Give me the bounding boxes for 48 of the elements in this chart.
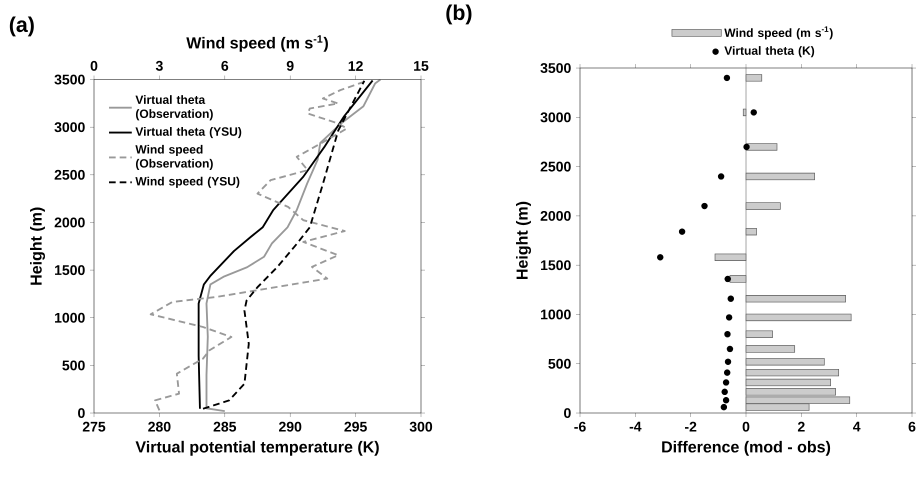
x-tick-label: 280 — [148, 422, 171, 432]
x-tick-label: -2 — [684, 422, 696, 432]
x-tick-label: -6 — [574, 422, 586, 432]
x-axis-title: Virtual potential temperature (K) — [136, 440, 379, 456]
x-tick-label: 6 — [908, 422, 916, 432]
x-tick-label: 0 — [742, 422, 750, 432]
y-tick-label: 3500 — [540, 63, 571, 73]
y-tick-label: 1000 — [55, 312, 85, 323]
legend-label: Wind speed (Observation) — [135, 144, 213, 170]
legend-label: Wind speed (YSU) — [135, 176, 240, 188]
x-axis-title: Difference (mod - obs) — [662, 440, 830, 456]
y-axis-title: Height (m) — [516, 202, 531, 280]
y-tick-label: 1000 — [541, 310, 571, 320]
y-tick-label: 1500 — [55, 265, 85, 276]
y-tick-label: 1500 — [541, 260, 571, 270]
y-tick-label: 3500 — [54, 74, 85, 84]
x-tick-label: 2 — [798, 422, 805, 432]
chart-title: (b) — [446, 4, 472, 24]
legend-label: Virtual theta (K) — [724, 46, 814, 58]
y-tick-label: 3000 — [540, 112, 571, 122]
y-tick-label: 0 — [564, 408, 571, 418]
x2-tick-label: 6 — [221, 60, 228, 71]
x2-tick-label: 12 — [348, 61, 363, 71]
x2-tick-label: 3 — [156, 60, 163, 71]
x2-tick-label: 15 — [414, 61, 428, 71]
y-axis-title: Height (m) — [30, 208, 45, 285]
y-tick-label: 2500 — [540, 162, 571, 172]
x-tick-label: 4 — [852, 422, 860, 432]
y-tick-label: 2500 — [54, 170, 85, 180]
x-tick-label: 275 — [82, 422, 106, 432]
y-tick-label: 500 — [62, 360, 85, 370]
legend-label: Wind speed (m s$^{-1}$) — [724, 26, 833, 40]
x2-tick-label: 9 — [286, 60, 294, 71]
x-tick-label: 285 — [214, 422, 236, 432]
legend-label: Virtual theta (Observation) — [135, 95, 213, 120]
legend-label: Virtual theta (YSU) — [135, 126, 242, 138]
y-tick-label: 3000 — [54, 122, 85, 132]
x2-tick-label: 0 — [90, 60, 98, 71]
chart-title: (a) — [10, 16, 34, 36]
y-tick-label: 0 — [78, 408, 85, 418]
x2-axis-title: Wind speed (m s$^{-1}$) — [186, 35, 328, 52]
x-tick-label: 295 — [344, 422, 367, 432]
x-tick-label: 300 — [410, 422, 432, 432]
y-tick-label: 2000 — [540, 210, 571, 221]
x-tick-label: -4 — [630, 422, 642, 432]
y-tick-label: 500 — [548, 358, 571, 369]
x-tick-label: 290 — [279, 422, 302, 432]
y-tick-label: 2000 — [54, 218, 85, 228]
